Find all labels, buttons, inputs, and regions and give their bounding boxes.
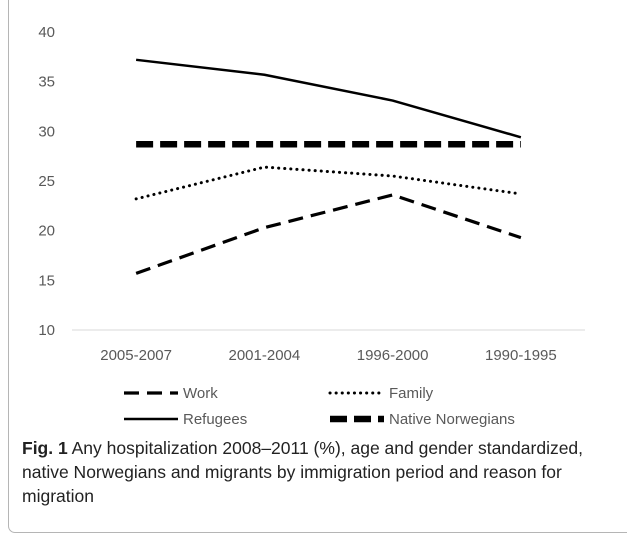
legend: Work Family Refugees Native Norwegians [124, 385, 515, 428]
figure-caption-text: Any hospitalization 2008–2011 (%), age a… [22, 438, 584, 506]
x-tick-label: 1990-1995 [485, 347, 557, 364]
figure-caption: Fig. 1 Any hospitalization 2008–2011 (%)… [22, 436, 620, 508]
y-tick-label: 25 [38, 173, 55, 190]
figure-label: Fig. 1 [22, 438, 68, 458]
series-lines [134, 58, 523, 275]
series-line-work [135, 193, 522, 275]
legend-label-family: Family [389, 385, 434, 402]
y-tick-label: 20 [38, 223, 55, 240]
legend-label-native-norwegians: Native Norwegians [389, 411, 515, 428]
y-axis-ticks: 10 15 20 25 30 35 40 [38, 24, 55, 339]
x-axis-ticks: 2005-2007 2001-2004 1996-2000 1990-1995 [100, 347, 556, 364]
figure-frame [8, 0, 627, 533]
y-tick-label: 40 [38, 24, 55, 41]
x-tick-label: 1996-2000 [357, 347, 429, 364]
y-tick-label: 10 [38, 322, 55, 339]
series-line-refugees [135, 58, 522, 139]
legend-label-refugees: Refugees [183, 411, 247, 428]
series-line-family [134, 165, 523, 201]
y-tick-label: 30 [38, 123, 55, 140]
x-tick-label: 2001-2004 [229, 347, 301, 364]
x-tick-label: 2005-2007 [100, 347, 172, 364]
y-tick-label: 15 [38, 272, 55, 289]
line-chart: 10 15 20 25 30 35 40 2005-2007 2001-2004 1996-20… [38, 24, 585, 428]
y-tick-label: 35 [38, 74, 55, 91]
legend-label-work: Work [183, 385, 218, 402]
